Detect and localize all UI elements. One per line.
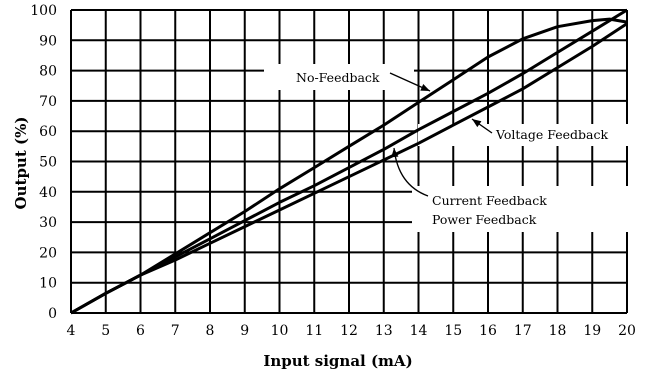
annotation-background-0 [264,64,414,90]
annotation-current-feedback: Current Feedback [432,193,547,208]
x-tick-label: 15 [444,323,462,339]
annotation-background-2 [412,186,632,232]
x-tick-label: 7 [171,323,180,339]
annotation-background-1 [418,124,632,146]
y-tick-label: 100 [30,3,57,19]
x-tick-label: 9 [240,323,249,339]
leader-current-feedback-arrowhead [391,148,399,158]
x-tick-label: 19 [583,323,601,339]
x-tick-label: 17 [514,323,532,339]
annotation-leaders [389,72,493,197]
leader-voltage-feedback [471,118,493,134]
y-tick-label: 80 [39,64,57,80]
x-tick-label: 13 [375,323,393,339]
x-tick-label: 12 [340,323,358,339]
y-tick-label: 20 [39,245,57,261]
x-tick-label: 4 [67,323,76,339]
y-tick-label: 70 [39,94,57,110]
y-tick-label: 40 [39,185,57,201]
y-tick-label: 60 [39,124,57,140]
x-tick-label: 18 [549,323,567,339]
x-axis-title: Input signal (mA) [263,352,412,370]
y-tick-label: 0 [48,306,57,322]
y-tick-label: 10 [39,276,57,292]
x-tick-label: 20 [618,323,636,339]
x-tick-label: 10 [271,323,289,339]
y-axis-title: Output (%) [12,117,30,210]
annotation-no-feedback: No-Feedback [296,70,380,85]
annotation-voltage-feedback: Voltage Feedback [495,127,608,142]
y-tick-label: 30 [39,215,57,231]
x-tick-label: 16 [479,323,497,339]
series-line-1 [70,8,628,315]
annotation-backgrounds [264,64,632,232]
y-tick-labels: 0 10 20 30 40 50 60 70 80 90 100 [30,3,57,322]
x-tick-label: 14 [410,323,428,339]
series-lines [70,8,628,315]
x-tick-label: 8 [206,323,215,339]
leader-no-feedback [389,72,431,92]
annotation-power-feedback: Power Feedback [432,212,537,227]
y-tick-label: 50 [39,155,57,171]
annotation-labels: No-Feedback Voltage Feedback Current Fee… [296,70,608,227]
x-tick-label: 6 [136,323,145,339]
x-tick-labels: 4 5 6 7 8 9 10 11 12 13 14 15 16 17 18 19 20 [67,323,636,339]
leader-voltage-feedback-arrowhead [472,119,482,128]
series-line-0 [70,17,628,315]
leader-current-feedback [391,147,429,197]
x-tick-label: 11 [305,323,323,339]
series-line-2 [70,22,628,315]
x-tick-label: 5 [101,323,110,339]
y-tick-label: 90 [39,33,57,49]
leader-no-feedback-arrowhead [420,84,430,91]
